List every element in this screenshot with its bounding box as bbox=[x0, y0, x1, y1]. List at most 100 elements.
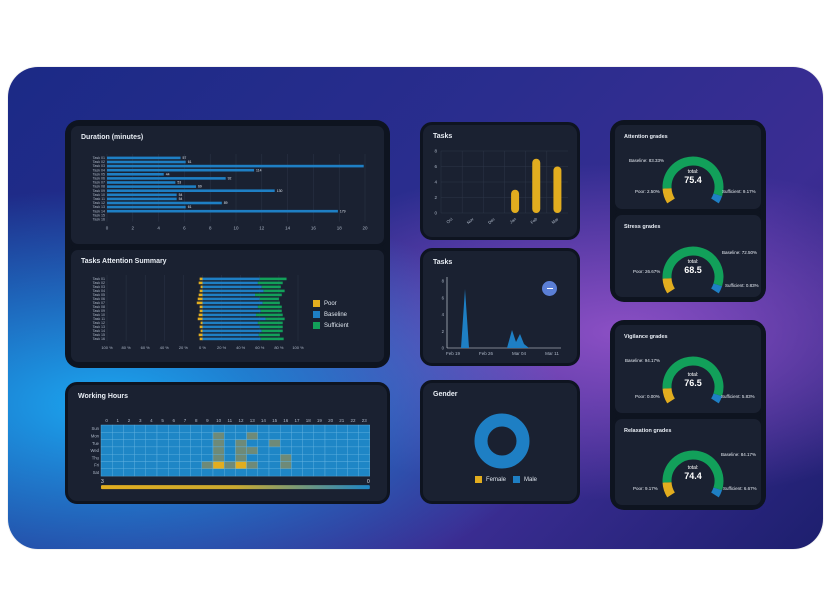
working-hours-cell bbox=[134, 439, 146, 448]
working-hours-highlight-cell bbox=[212, 453, 225, 462]
working-hours-cell bbox=[190, 468, 202, 477]
working-hours-cell bbox=[358, 453, 371, 462]
attention-sufficient-bar bbox=[258, 333, 280, 337]
attention-baseline-bar bbox=[202, 301, 263, 305]
working-hours-cell bbox=[313, 446, 326, 455]
attention-x-tick: 80 % bbox=[122, 345, 132, 350]
attention-baseline-bar bbox=[202, 321, 258, 325]
attention-baseline-bar bbox=[202, 317, 266, 321]
working-hours-hour-label: 4 bbox=[150, 418, 153, 423]
duration-bar bbox=[107, 185, 197, 188]
vigilance-grades-title: Vigilance grades bbox=[624, 334, 668, 340]
duration-task-label: Task 11 bbox=[93, 197, 105, 201]
working-hours-cell bbox=[302, 453, 315, 462]
tasks-bar-chart: 0 2 4 6 8 Oct Nov Dec Jan Feb Mar bbox=[434, 149, 568, 225]
working-hours-cell bbox=[134, 432, 146, 440]
duration-value-label: 179 bbox=[340, 209, 346, 213]
working-hours-cell bbox=[223, 446, 236, 455]
working-hours-cell bbox=[291, 453, 303, 462]
attention-baseline-bar bbox=[202, 305, 258, 309]
gauge-sufficient-arc bbox=[711, 393, 723, 404]
gender-legend: Female Male bbox=[475, 476, 537, 487]
working-hours-cell bbox=[347, 453, 359, 462]
working-hours-cell bbox=[268, 468, 281, 477]
duration-bar bbox=[107, 156, 181, 160]
working-hours-cell bbox=[336, 424, 348, 433]
tasks-bar-month-label: Jan bbox=[509, 216, 518, 225]
working-hours-hour-label: 16 bbox=[283, 418, 289, 423]
attention-x-tick: 20 % bbox=[217, 345, 227, 350]
attention-x-tick: 100 % bbox=[292, 345, 304, 350]
attention-baseline-bar bbox=[202, 277, 260, 281]
working-hours-cell bbox=[268, 446, 281, 455]
attention-baseline-bar bbox=[202, 293, 256, 297]
tasks-area-x-tick: Feb 26 bbox=[479, 351, 494, 356]
tasks-bar-month-label: Nov bbox=[466, 216, 476, 225]
duration-bar bbox=[107, 193, 177, 197]
attention-poor-bar bbox=[200, 329, 203, 333]
attention-poor-bar bbox=[199, 305, 203, 309]
working-hours-highlight-cell bbox=[279, 453, 292, 462]
attention-task-label: Task 01 bbox=[93, 277, 105, 281]
working-hours-cell bbox=[201, 432, 214, 440]
working-hours-cell bbox=[336, 432, 348, 440]
working-hours-cell bbox=[302, 468, 315, 477]
collapse-fab-button[interactable] bbox=[542, 281, 557, 296]
working-hours-cell bbox=[223, 453, 236, 462]
working-hours-cell bbox=[112, 439, 124, 448]
attention-x-tick: 60 % bbox=[141, 345, 151, 350]
vigilance-total: total: 76.5 bbox=[684, 372, 702, 388]
attention-baseline-bar bbox=[202, 289, 264, 293]
working-hours-cell bbox=[134, 424, 146, 433]
duration-task-label: Task 02 bbox=[93, 160, 105, 164]
working-hours-day-label: Sun bbox=[92, 426, 100, 431]
working-hours-color-scale bbox=[101, 485, 370, 490]
working-hours-cell bbox=[100, 461, 113, 470]
working-hours-cell bbox=[145, 461, 158, 470]
tasks-area-y-tick: 0 bbox=[442, 346, 445, 351]
attention-sufficient-bar bbox=[257, 321, 283, 325]
working-hours-cell bbox=[100, 446, 113, 455]
attention-gauge bbox=[662, 156, 724, 204]
attention-baseline-bar bbox=[202, 325, 260, 329]
working-hours-highlight-cell bbox=[212, 439, 225, 448]
working-hours-cell bbox=[324, 461, 337, 470]
working-hours-hour-label: 0 bbox=[105, 418, 108, 423]
working-hours-panel: Working Hours 0 1 2 3 4 5 6 7 8 9 10 11 12 13 14 15 16 17… bbox=[65, 382, 390, 504]
working-hours-cell bbox=[347, 468, 359, 477]
attention-task-label: Task 08 bbox=[93, 305, 105, 309]
vigilance-sufficient-label: Sufficient: 5.83% bbox=[721, 394, 755, 399]
attention-sufficient-bar bbox=[265, 317, 285, 321]
attention-poor-bar bbox=[198, 293, 203, 297]
attention-total: total: 75.4 bbox=[684, 169, 702, 185]
tasks-bar bbox=[511, 189, 520, 213]
duration-value-label: 44 bbox=[166, 172, 170, 176]
duration-bar bbox=[107, 201, 222, 205]
working-hours-cell bbox=[123, 453, 135, 462]
duration-value-label: 114 bbox=[256, 168, 262, 172]
working-hours-hour-label: 9 bbox=[206, 418, 209, 423]
stress-grades-panel: Stress grades Baseline: 72.50% Poor: 26.… bbox=[612, 212, 764, 300]
working-hours-cell bbox=[257, 453, 270, 462]
duration-bar bbox=[107, 181, 176, 184]
working-hours-cell bbox=[336, 461, 348, 470]
working-hours-heatmap: 0 1 2 3 4 5 6 7 8 9 10 11 12 13 14 15 16 17 18 19 20 21 22 23Su… bbox=[90, 418, 371, 490]
attention-legend: Poor Baseline Sufficient bbox=[313, 300, 349, 333]
stress-baseline-label: Baseline: 72.50% bbox=[722, 250, 758, 255]
working-hours-hour-label: 19 bbox=[317, 418, 323, 423]
duration-chart: 0 2 4 6 8 10 12 14 16 18 20 Task 01 57 Task 02 61 Task … bbox=[93, 154, 368, 231]
working-hours-cell bbox=[156, 468, 169, 477]
working-hours-cell bbox=[201, 424, 214, 433]
legend-baseline: Baseline bbox=[313, 311, 349, 318]
working-hours-cell bbox=[167, 468, 180, 477]
working-hours-cell bbox=[291, 446, 303, 455]
relaxation-gauge bbox=[662, 450, 724, 498]
working-hours-highlight-cell bbox=[212, 446, 225, 455]
working-hours-cell bbox=[358, 468, 371, 477]
attention-task-label: Task 07 bbox=[93, 301, 105, 305]
duration-value-label: 130 bbox=[277, 189, 283, 193]
working-hours-cell bbox=[167, 424, 180, 433]
working-hours-highlight-cell bbox=[212, 461, 225, 470]
attention-task-label: Task 09 bbox=[93, 309, 105, 313]
legend-sufficient: Sufficient bbox=[313, 322, 349, 329]
